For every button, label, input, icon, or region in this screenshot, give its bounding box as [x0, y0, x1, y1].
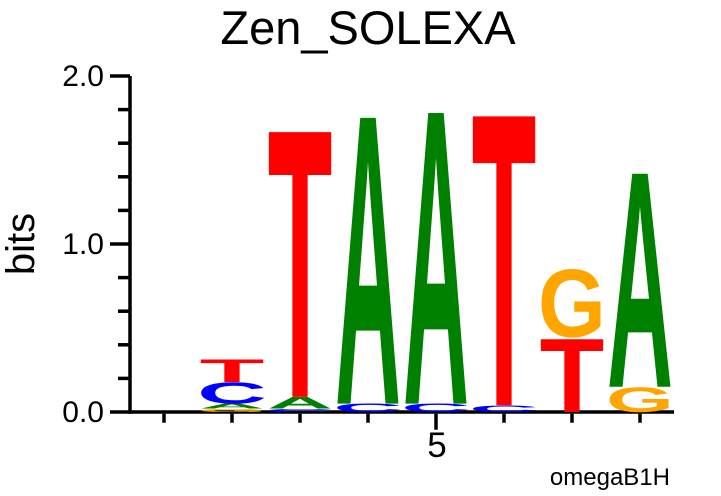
logo-letter-A-pos3: A — [267, 394, 333, 412]
logo-letter-G-pos2: G — [198, 408, 266, 413]
logo-letter-G-pos8: G — [606, 381, 674, 420]
logo-letter-C-pos6: C — [469, 404, 539, 415]
y-axis-label: bits — [0, 213, 43, 275]
logo-letter-C-pos3: C — [265, 408, 335, 413]
logo-letter-A-pos5: A — [403, 21, 469, 494]
logo-letter-C-pos5: C — [401, 401, 471, 414]
logo-letter-G-pos7: G — [538, 251, 606, 358]
logo-letter-C-pos2: C — [197, 376, 267, 410]
y-tick-label-1.0: 1.0 — [62, 228, 104, 261]
logo-letter-A-pos2: A — [199, 402, 265, 410]
logo-letter-A-pos4: A — [335, 28, 401, 492]
logo-letter-T-pos7: T — [540, 317, 605, 435]
logo-letter-C-pos4: C — [333, 401, 403, 414]
logo-letter-T-pos2: T — [200, 352, 265, 389]
y-tick-label-0.0: 0.0 — [62, 396, 104, 429]
annotation-label: omegaB1H — [550, 464, 670, 491]
chart-title: Zen_SOLEXA — [220, 1, 516, 54]
x-tick-label-5: 5 — [427, 426, 446, 465]
logo-letter-T-pos6: T — [472, 25, 537, 494]
logo-letter-A-pos8: A — [607, 107, 673, 453]
logo-letter-T-pos3: T — [268, 49, 333, 479]
y-tick-label-2.0: 2.0 — [62, 60, 104, 93]
